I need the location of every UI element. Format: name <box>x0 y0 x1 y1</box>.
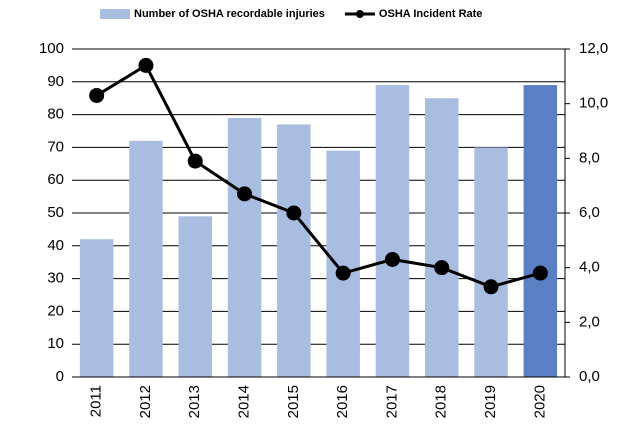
x-tick-label: 2012 <box>137 385 154 418</box>
y2-tick-label: 2,0 <box>579 313 600 330</box>
line <box>95 63 541 289</box>
marker <box>335 265 351 281</box>
legend-label: Number of OSHA recordable injuries <box>134 8 325 20</box>
bar <box>375 85 410 377</box>
x-tick-label: 2017 <box>383 385 400 418</box>
bar <box>178 216 213 377</box>
bar <box>474 147 508 377</box>
x-tick-label: 2020 <box>531 385 548 418</box>
marker <box>532 265 548 281</box>
y-tick-label: 100 <box>39 40 64 57</box>
legend-swatch <box>100 9 130 19</box>
x-tick-label: 2014 <box>236 385 253 418</box>
bar <box>326 150 360 377</box>
legend-label: OSHA Incident Rate <box>379 8 483 20</box>
y-tick-label: 0 <box>56 368 64 385</box>
bar <box>523 85 558 377</box>
bar <box>277 124 311 377</box>
y2-tick-label: 4,0 <box>579 259 600 276</box>
y2-tick-label: 10,0 <box>579 95 608 112</box>
marker <box>187 153 203 169</box>
bar <box>424 98 459 377</box>
y-tick-label: 30 <box>47 270 64 287</box>
marker <box>286 205 302 221</box>
legend-marker <box>355 10 364 18</box>
y-tick-label: 10 <box>47 335 64 352</box>
marker <box>89 87 105 103</box>
y2-tick-label: 0,0 <box>579 368 600 385</box>
y-tick-label: 70 <box>47 138 64 155</box>
bar <box>129 140 163 377</box>
y2-tick-label: 6,0 <box>579 204 600 221</box>
marker <box>237 186 253 202</box>
marker <box>483 279 499 295</box>
y-tick-label: 80 <box>47 106 64 123</box>
marker <box>138 57 154 73</box>
y-tick-label: 60 <box>47 171 64 188</box>
x-tick-label: 2019 <box>482 385 499 418</box>
x-tick-label: 2016 <box>334 385 351 418</box>
y-tick-label: 40 <box>47 237 64 254</box>
marker <box>434 260 450 276</box>
marker <box>384 251 400 267</box>
y2-tick-label: 12,0 <box>579 40 608 57</box>
x-tick-label: 2011 <box>88 385 105 417</box>
x-tick-label: 2013 <box>186 385 203 418</box>
y-tick-label: 20 <box>47 302 64 319</box>
y-tick-label: 50 <box>47 204 64 221</box>
x-tick-label: 2015 <box>285 385 302 418</box>
bar <box>79 239 114 377</box>
y-tick-label: 90 <box>47 73 64 90</box>
x-tick-label: 2018 <box>433 385 450 418</box>
bar <box>227 117 262 377</box>
y2-tick-label: 8,0 <box>579 149 600 166</box>
